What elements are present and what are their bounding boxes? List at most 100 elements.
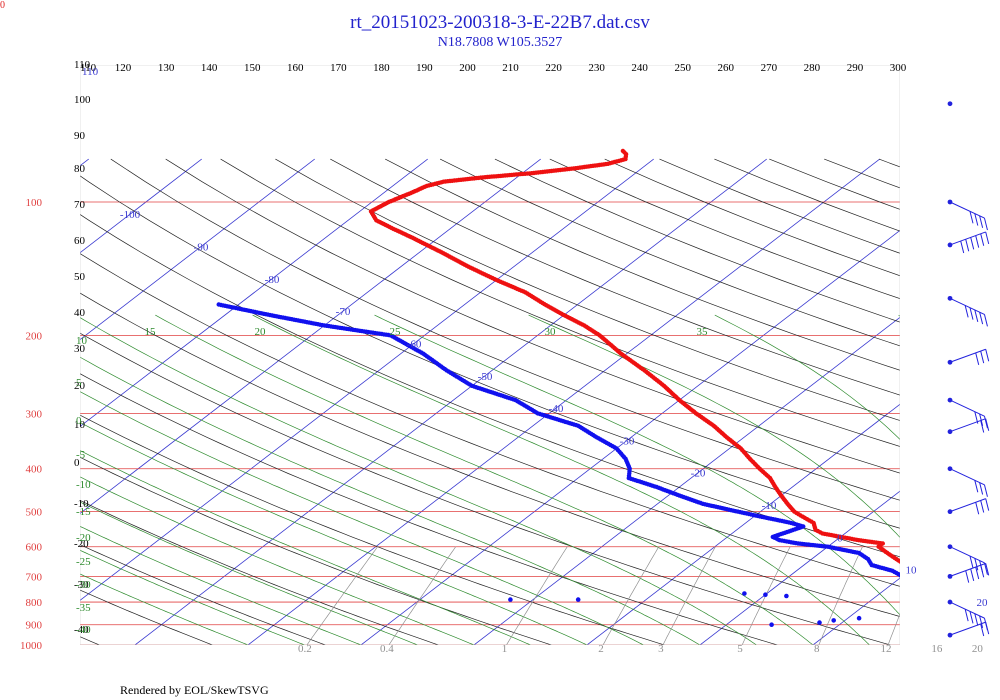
isotherm-line	[80, 158, 89, 167]
moist-adiabat-line	[80, 317, 757, 645]
dry-adiabat-line	[80, 499, 439, 645]
wind-barb	[947, 101, 953, 107]
dewpoint-point	[508, 597, 513, 602]
dry-adiabat-line	[275, 158, 900, 421]
wind-barb-staff	[949, 231, 986, 246]
temperature-point	[938, 582, 942, 586]
isotherm-line	[247, 158, 880, 645]
dewpoint-point	[919, 590, 923, 594]
temperature-point	[963, 596, 967, 600]
theta-top-label: 180	[373, 62, 390, 74]
temperature-point	[993, 619, 997, 623]
dewpoint-point	[942, 642, 946, 646]
dewpoint-point	[856, 615, 862, 621]
wind-barb-feather	[983, 562, 988, 575]
dewpoint-point	[769, 622, 774, 627]
isotherm-line	[699, 490, 900, 645]
dewpoint-point	[917, 589, 921, 593]
mixing-ratio-label: 5	[737, 643, 743, 655]
dewpoint-point	[915, 588, 919, 592]
dry-adiabat-line	[989, 159, 1000, 645]
wind-barb	[947, 418, 990, 435]
temperature-point	[925, 575, 929, 579]
wind-barb-feather	[964, 305, 969, 318]
temperature-point	[958, 593, 962, 597]
wind-barb-staff	[949, 601, 985, 619]
theta-top-label: 280	[804, 62, 821, 74]
isotherm-label: -80	[265, 274, 280, 286]
wind-barb-feather	[969, 555, 974, 569]
dewpoint-point	[933, 616, 937, 620]
wind-barb-feather	[985, 231, 990, 245]
dewpoint-point	[944, 643, 948, 647]
isotherm-line	[80, 158, 654, 601]
dry-adiabat-line	[110, 158, 900, 501]
theta-top-label: 150	[244, 62, 261, 74]
moist-adiabat-left-label: -25	[76, 556, 91, 568]
dewpoint-point	[911, 586, 915, 590]
wind-barb-staff	[949, 546, 985, 564]
temperature-point	[949, 587, 953, 591]
dewpoint-point	[931, 635, 935, 639]
isotherm-line	[80, 158, 315, 341]
wind-barb-feather	[974, 309, 979, 323]
temperature-point	[933, 579, 937, 583]
dry-adiabat-line	[80, 175, 900, 529]
isotherm-line	[473, 316, 900, 645]
isotherm-label: 20	[977, 597, 989, 609]
wind-barb-feather	[974, 480, 979, 493]
mixing-ratio-label: 2	[598, 643, 604, 655]
temperature-point	[620, 148, 626, 154]
stray-label: 0	[0, 0, 5, 11]
dewpoint-point	[946, 621, 950, 625]
dewpoint-point	[925, 636, 929, 640]
wind-barb-feather	[979, 312, 984, 325]
isotherm-label: -10	[762, 500, 777, 512]
isotherm-line	[360, 229, 900, 645]
moist-adiabat-line	[80, 573, 249, 645]
pressure-label: 900	[26, 620, 43, 632]
theta-top-label: 200	[459, 62, 476, 74]
dewpoint-point	[920, 608, 924, 612]
dewpoint-point	[946, 643, 950, 647]
theta-top-label: 110	[80, 62, 97, 74]
moist-adiabat-left-label: 10	[76, 335, 88, 347]
mixing-ratio-label: 1	[502, 643, 508, 655]
temperature-point	[921, 572, 925, 576]
title-block: rt_20151023-200318-3-E-22B7.dat.csv N18.…	[0, 12, 1000, 52]
wind-barbs	[947, 101, 990, 638]
wind-barb-feather	[980, 420, 985, 433]
dewpoint-point	[575, 597, 581, 602]
dewpoint-point	[742, 591, 747, 596]
dewpoint-point	[925, 593, 929, 597]
wind-barb-feather	[983, 484, 988, 497]
dry-adiabat-line	[769, 158, 900, 210]
dry-adiabat-line	[80, 373, 778, 645]
moist-adiabat-line	[80, 501, 418, 645]
wind-barb-feather	[980, 500, 985, 513]
temperature-point	[929, 577, 933, 581]
dewpoint-point	[928, 596, 932, 600]
dewpoint-point	[926, 639, 930, 643]
dewpoint-point	[931, 613, 935, 617]
moist-adiabat-left-label: -40	[76, 624, 91, 636]
dry-adiabat-line	[549, 158, 900, 300]
dewpoint-point	[942, 620, 946, 624]
wind-barb-feather	[985, 418, 990, 431]
theta-left-label: -20	[74, 538, 89, 550]
dewpoint-point	[926, 597, 930, 601]
dewpoint-point	[923, 600, 927, 604]
dry-adiabat-line	[330, 158, 900, 396]
temperature-point	[923, 574, 927, 578]
wind-barb-feather	[985, 349, 990, 362]
dewpoint-point	[901, 576, 905, 580]
dry-adiabat-line	[80, 589, 213, 645]
wind-barb-staff	[949, 621, 986, 636]
moist-adiabat-line	[155, 314, 814, 645]
temperature-point	[899, 561, 900, 564]
wind-barb-feather	[979, 482, 984, 495]
mixing-ratio-label: 3	[658, 643, 664, 655]
dewpoint-point	[921, 591, 925, 595]
mixing-ratio-label: 8	[814, 643, 820, 655]
moist-adiabat-line	[80, 356, 701, 645]
